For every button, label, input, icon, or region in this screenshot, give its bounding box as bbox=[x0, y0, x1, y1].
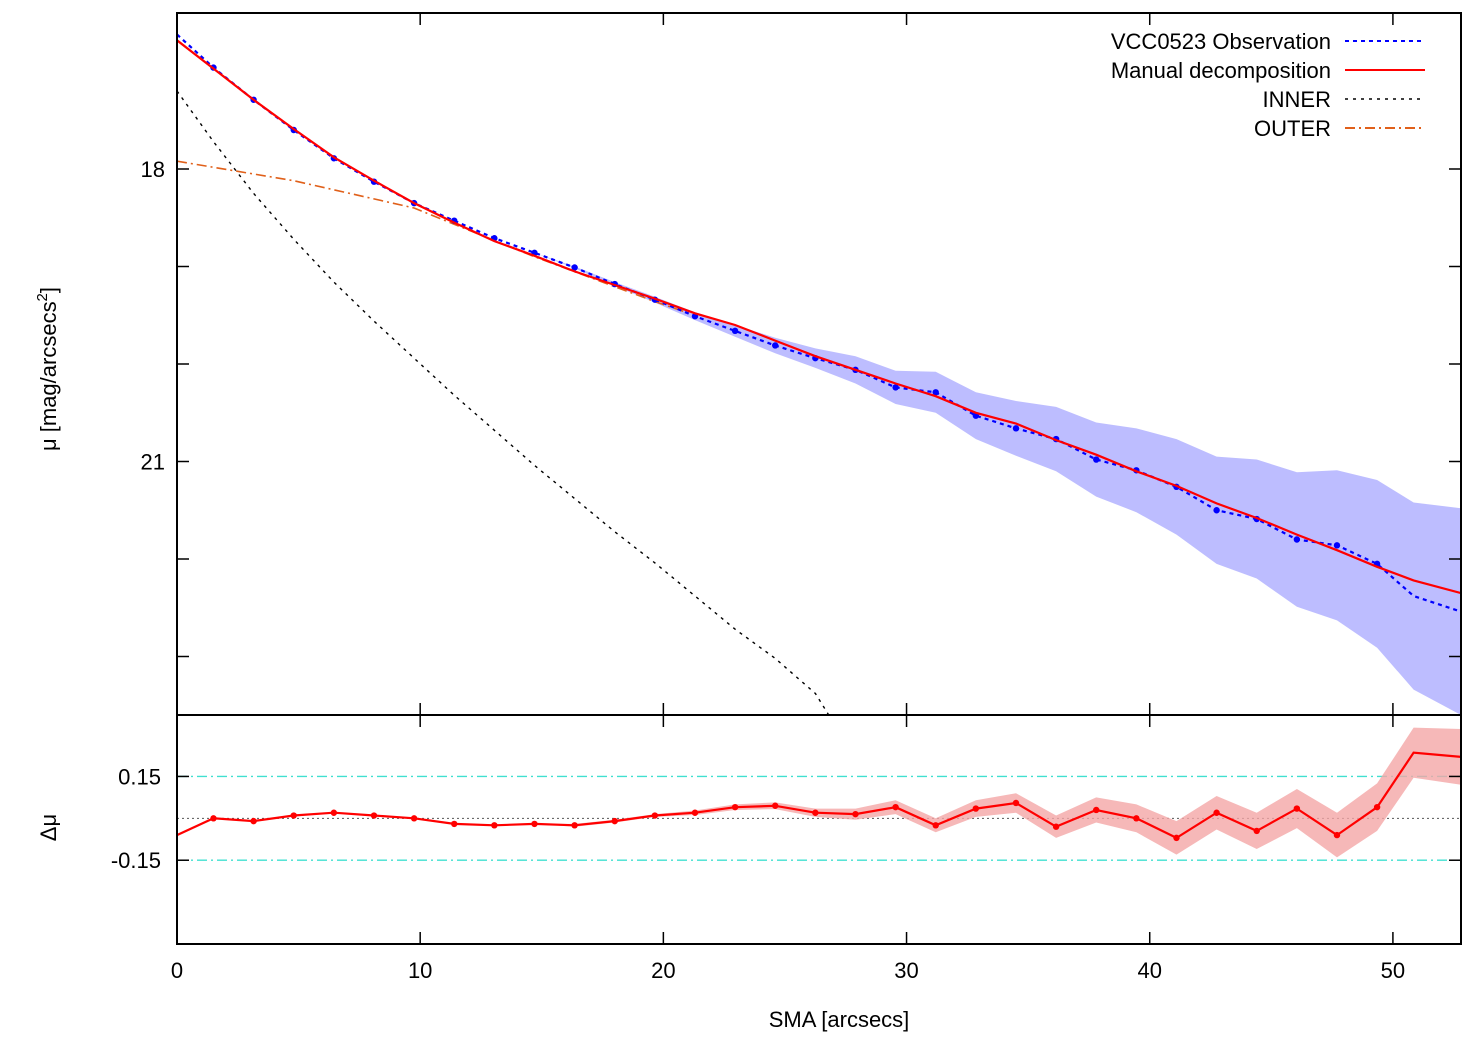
ylabel-end: ] bbox=[36, 287, 61, 293]
residual-point bbox=[290, 812, 297, 819]
legend-label: INNER bbox=[1263, 87, 1331, 112]
top-y-tick-label: 18 bbox=[141, 157, 165, 182]
x-tick-label: 40 bbox=[1137, 958, 1161, 983]
residual-point bbox=[932, 822, 939, 829]
residual-point bbox=[451, 820, 458, 828]
residual-point bbox=[370, 812, 378, 819]
series-line-inner bbox=[177, 90, 830, 715]
bottom-y-axis-label: Δμ bbox=[36, 814, 61, 841]
top-plot-area bbox=[177, 33, 1461, 715]
residual-point bbox=[330, 809, 338, 816]
residual-point bbox=[250, 817, 257, 825]
axes-layer: 18 21 0.15 -0.15 0 10 20 30 40 50 SMA [arcsecs] μ [… bbox=[34, 12, 1462, 1032]
observation-point bbox=[731, 327, 739, 335]
residual-point bbox=[772, 802, 779, 809]
x-tick-label: 50 bbox=[1381, 958, 1405, 983]
residual-point bbox=[410, 815, 418, 822]
x-tick-label: 0 bbox=[171, 958, 183, 983]
residual-point bbox=[1012, 799, 1020, 807]
bottom-frame bbox=[176, 714, 1462, 945]
residual-point bbox=[1373, 803, 1381, 811]
residual-point bbox=[531, 820, 538, 828]
observation-point bbox=[1213, 507, 1220, 514]
x-tick-label: 30 bbox=[894, 958, 918, 983]
top-y-tick-label: 21 bbox=[141, 450, 165, 475]
bottom-panel bbox=[177, 727, 1461, 861]
residual-point bbox=[972, 805, 980, 812]
series-line-outer bbox=[177, 160, 696, 317]
residual-point bbox=[571, 822, 578, 829]
x-tick-label: 10 bbox=[408, 958, 432, 983]
bottom-y-tick-label: 0.15 bbox=[118, 764, 161, 789]
x-axis-label: SMA [arcsecs] bbox=[769, 1007, 910, 1032]
residual-line bbox=[177, 751, 1461, 840]
x-tick-label: 20 bbox=[651, 958, 675, 983]
legend: VCC0523 Observation Manual decomposition I… bbox=[1111, 29, 1425, 141]
residual-point bbox=[1333, 831, 1341, 839]
residual-point bbox=[1133, 815, 1140, 822]
residual-point bbox=[1253, 827, 1260, 835]
residual-point bbox=[611, 817, 618, 825]
observation-point bbox=[1333, 542, 1341, 549]
observation-point bbox=[932, 389, 939, 396]
residual-point bbox=[1093, 806, 1100, 814]
observation-point bbox=[772, 342, 779, 349]
top-panel bbox=[177, 33, 1461, 715]
observation-point bbox=[1012, 425, 1020, 432]
observation-point bbox=[892, 384, 899, 391]
residual-point bbox=[852, 810, 859, 818]
residual-point bbox=[892, 803, 899, 811]
legend-label: VCC0523 Observation bbox=[1111, 29, 1331, 54]
observation-point bbox=[571, 264, 578, 271]
residual-error-band bbox=[177, 727, 1461, 858]
ylabel-main: μ [mag/arcsecs bbox=[36, 301, 61, 451]
residual-point bbox=[812, 809, 819, 816]
legend-label: OUTER bbox=[1254, 116, 1331, 141]
bottom-plot-area bbox=[177, 727, 1461, 861]
top-y-axis-label: μ [mag/arcsecs2] bbox=[34, 287, 61, 451]
residual-point bbox=[1293, 805, 1301, 812]
residual-point bbox=[1213, 809, 1220, 816]
observation-point bbox=[1093, 456, 1100, 463]
residual-point bbox=[691, 809, 699, 816]
residual-point bbox=[1052, 823, 1060, 830]
residual-point bbox=[1173, 834, 1180, 842]
legend-label: Manual decomposition bbox=[1111, 58, 1331, 83]
residual-point bbox=[210, 815, 217, 822]
residual-point bbox=[491, 822, 498, 829]
residual-point bbox=[731, 803, 739, 811]
residual-point bbox=[651, 812, 659, 819]
bottom-y-tick-label: -0.15 bbox=[111, 848, 161, 873]
observation-point bbox=[1293, 536, 1301, 543]
series-line-manual-decomposition bbox=[177, 39, 1461, 595]
ylabel-sup: 2 bbox=[34, 293, 51, 301]
